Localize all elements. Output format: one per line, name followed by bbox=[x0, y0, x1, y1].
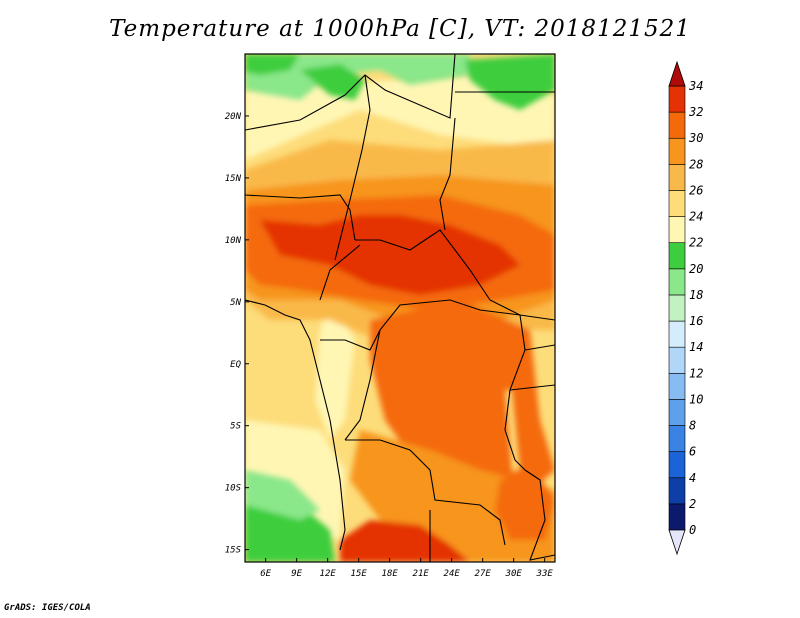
colorbar-segment bbox=[668, 451, 686, 479]
colorbar-label: 14 bbox=[689, 340, 703, 354]
colorbar-label: 28 bbox=[689, 157, 703, 171]
field-lake bbox=[505, 390, 520, 472]
colorbar-segment bbox=[668, 399, 686, 426]
colorbar-segment bbox=[668, 216, 686, 244]
lat-tick-label: EQ bbox=[230, 360, 241, 370]
field-se-30 bbox=[495, 470, 555, 540]
lon-tick-label: 18E bbox=[382, 569, 399, 579]
field-south-20 bbox=[245, 500, 335, 562]
colorbar-segment bbox=[668, 190, 686, 217]
colorbar-label: 26 bbox=[689, 183, 703, 197]
lon-tick-label: 6E bbox=[260, 569, 271, 579]
colorbar-segment bbox=[668, 137, 686, 165]
colorbar-label: 4 bbox=[689, 471, 696, 485]
colorbar-label: 10 bbox=[689, 392, 703, 406]
borders bbox=[245, 54, 555, 562]
colorbar-segment bbox=[668, 346, 686, 374]
field-north-20c bbox=[245, 54, 300, 75]
colorbar-segment bbox=[668, 320, 686, 348]
lat-tick-label: 5N bbox=[230, 298, 241, 308]
lat-tick-label: 15N bbox=[225, 174, 242, 184]
grads-credit: GrADS: IGES/COLA bbox=[4, 603, 91, 613]
field-south-32 bbox=[340, 520, 470, 562]
latitude-axis: 20N 15N 10N 5N EQ 5S 10S 15S bbox=[225, 112, 249, 556]
lon-tick-label: 12E bbox=[320, 569, 337, 579]
lat-tick-label: 10S bbox=[225, 484, 242, 494]
colorbar-segment bbox=[668, 477, 686, 505]
longitude-axis: 6E 9E 12E 15E 18E 21E 24E 27E 30E 33E bbox=[260, 558, 553, 579]
colorbar-segment bbox=[668, 111, 686, 139]
lon-tick-label: 15E bbox=[351, 569, 368, 579]
colorbar-under-triangle bbox=[668, 529, 686, 556]
colorbar-segment bbox=[668, 425, 686, 452]
colorbar-segment bbox=[668, 372, 686, 400]
colorbar-label: 2 bbox=[689, 497, 696, 511]
field-north-20b bbox=[465, 54, 555, 110]
lon-tick-label: 30E bbox=[505, 569, 523, 579]
lat-tick-label: 5S bbox=[230, 422, 241, 432]
colorbar-label: 0 bbox=[689, 523, 696, 537]
colorbar-label: 24 bbox=[689, 210, 703, 224]
lat-tick-label: 20N bbox=[225, 112, 242, 122]
colorbar-label: 18 bbox=[689, 288, 703, 302]
colorbar-label: 32 bbox=[688, 105, 703, 119]
lat-tick-label: 10N bbox=[225, 236, 242, 246]
field-north-18 bbox=[245, 54, 470, 100]
field-coast-22 bbox=[315, 300, 355, 440]
lat-tick-label: 15S bbox=[225, 546, 242, 556]
colorbar-segment bbox=[668, 503, 686, 531]
colorbar-segment bbox=[668, 242, 686, 270]
colorbar-label: 34 bbox=[688, 79, 703, 93]
colorbar-label: 8 bbox=[689, 419, 696, 433]
field-north-22 bbox=[245, 75, 555, 160]
lon-tick-label: 27E bbox=[475, 569, 492, 579]
colorbar-label: 12 bbox=[689, 366, 703, 380]
lon-tick-label: 33E bbox=[536, 569, 554, 579]
map-frame bbox=[244, 53, 556, 563]
colorbar-segment bbox=[668, 268, 686, 296]
colorbar-label: 20 bbox=[689, 262, 703, 276]
colorbar-label: 16 bbox=[689, 314, 703, 328]
colorbar-label: 6 bbox=[689, 445, 696, 459]
lon-tick-label: 21E bbox=[413, 569, 430, 579]
lon-tick-label: 9E bbox=[291, 569, 302, 579]
plot-title: Temperature at 1000hPa [C], VT: 20181215… bbox=[109, 16, 691, 42]
colorbar-over-triangle bbox=[668, 60, 686, 87]
field-south-18 bbox=[245, 470, 320, 520]
colorbar-segment bbox=[668, 85, 686, 113]
field-hot-32 bbox=[260, 215, 520, 295]
colorbar-label: 30 bbox=[688, 131, 703, 145]
colorbar-segment bbox=[668, 164, 686, 191]
colorbar-segment bbox=[668, 294, 686, 322]
temperature-field bbox=[245, 54, 555, 562]
colorbar-label: 22 bbox=[689, 236, 703, 250]
lon-tick-label: 24E bbox=[444, 569, 461, 579]
